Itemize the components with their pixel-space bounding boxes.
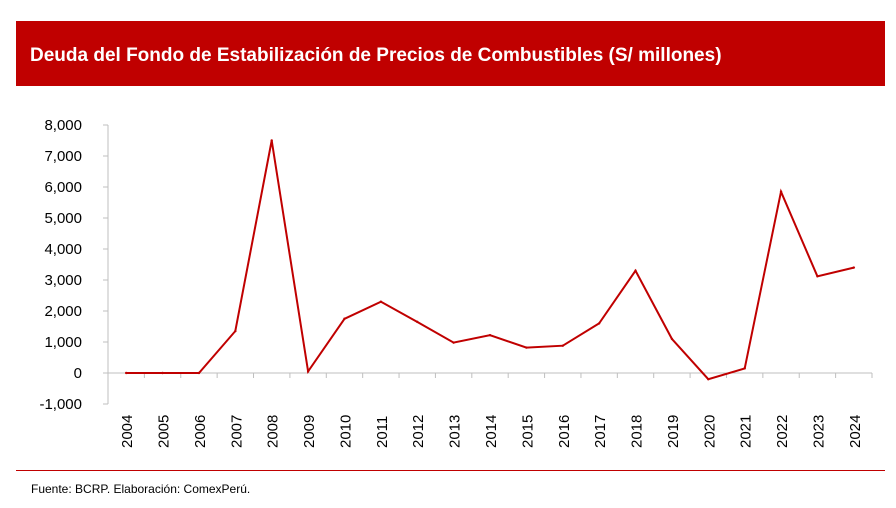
x-tick-label: 2024 bbox=[847, 415, 864, 448]
data-point bbox=[816, 275, 819, 278]
x-tick-label: 2014 bbox=[483, 415, 500, 448]
data-point bbox=[416, 320, 419, 324]
data-point bbox=[670, 337, 674, 341]
data-point bbox=[707, 378, 710, 381]
data-point bbox=[197, 371, 201, 375]
data-point bbox=[525, 346, 528, 349]
series-layer bbox=[124, 139, 856, 381]
y-tick-label: 2,000 bbox=[44, 303, 82, 320]
y-tick-label: 6,000 bbox=[44, 179, 82, 196]
x-tick-label: 2011 bbox=[374, 416, 391, 448]
footer-divider bbox=[16, 470, 885, 471]
x-tick-label: 2020 bbox=[701, 415, 718, 448]
data-point bbox=[597, 322, 601, 325]
x-axis: 2004 2005 2006 2007 2008 2009 2010 2011 2012 2013… bbox=[107, 372, 873, 448]
y-tick-label: 7,000 bbox=[44, 148, 82, 165]
x-tick-label: 2016 bbox=[556, 415, 573, 448]
y-axis: -1,000 0 1,000 2,000 3,000 4,000 5,000 6,000 7,0… bbox=[39, 117, 109, 413]
data-point bbox=[779, 190, 783, 193]
chart-title: Deuda del Fondo de Estabilización de Pre… bbox=[30, 45, 722, 66]
x-tick-label: 2006 bbox=[192, 415, 209, 448]
data-point bbox=[488, 333, 492, 337]
data-point bbox=[343, 317, 346, 320]
data-point bbox=[161, 371, 164, 375]
y-tick-label: 5,000 bbox=[44, 210, 82, 227]
x-tick-label: 2015 bbox=[519, 415, 536, 448]
data-point bbox=[852, 266, 856, 269]
x-tick-label: 2022 bbox=[774, 415, 791, 448]
y-tick-label: 4,000 bbox=[44, 241, 82, 258]
x-tick-label: 2008 bbox=[265, 415, 282, 448]
source-note: Fuente: BCRP. Elaboración: ComexPerú. bbox=[31, 482, 251, 496]
x-tick-label: 2012 bbox=[410, 415, 427, 448]
x-tick-label: 2013 bbox=[447, 415, 464, 448]
data-point bbox=[306, 370, 310, 373]
data-point bbox=[270, 139, 273, 142]
y-tick-label: -1,000 bbox=[39, 396, 82, 413]
x-tick-label: 2023 bbox=[810, 415, 827, 448]
data-point bbox=[634, 269, 637, 272]
data-point bbox=[379, 300, 383, 303]
y-tick-label: 0 bbox=[74, 365, 82, 382]
x-tick-label: 2007 bbox=[228, 415, 245, 448]
x-tick-label: 2019 bbox=[665, 415, 682, 448]
y-tick-label: 3,000 bbox=[44, 272, 82, 289]
x-tick-label: 2017 bbox=[592, 415, 609, 448]
y-tick-label: 1,000 bbox=[44, 334, 82, 351]
x-tick-label: 2018 bbox=[629, 415, 646, 448]
x-tick-label: 2009 bbox=[301, 415, 318, 448]
x-tick-label: 2010 bbox=[337, 415, 354, 448]
x-tick-label: 2004 bbox=[119, 415, 136, 448]
series-line bbox=[126, 140, 855, 381]
title-bar: Deuda del Fondo de Estabilización de Pre… bbox=[16, 21, 885, 86]
y-tick-label: 8,000 bbox=[44, 117, 82, 134]
x-tick-label: 2005 bbox=[156, 415, 173, 448]
data-point bbox=[561, 344, 564, 347]
x-tick-label: 2021 bbox=[738, 415, 755, 448]
data-point bbox=[124, 371, 128, 375]
data-point bbox=[743, 367, 746, 370]
data-point bbox=[452, 341, 455, 344]
data-point bbox=[234, 329, 237, 333]
